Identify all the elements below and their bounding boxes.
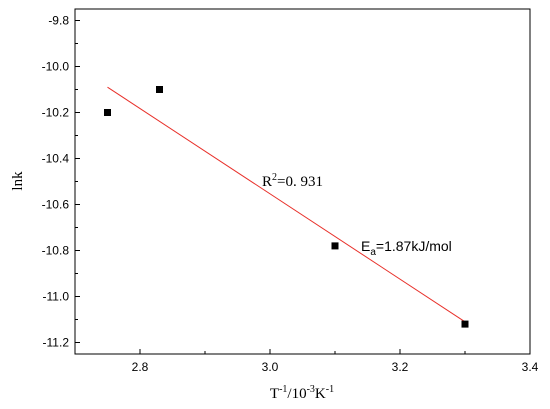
y-tick-label: -11.2 [43,336,70,350]
y-tick-label: -9.8 [48,14,69,28]
r2-annotation: R2=0. 931 [262,172,323,190]
x-axis-label: T-1/10-3K-1 [270,384,334,402]
y-tick-label: -11.0 [43,290,70,304]
y-axis-label: lnk [10,171,26,191]
regression-fit-line [107,86,466,323]
x-tick-label: 3.0 [262,360,279,374]
y-tick-label: -10.8 [42,244,70,258]
x-tick-label: 3.4 [522,360,539,374]
data-point [461,320,469,328]
data-point [156,86,163,93]
data-points [104,86,469,328]
y-tick-label: -10.6 [42,198,70,212]
data-point [104,109,111,116]
x-tick-label: 2.8 [132,360,149,374]
y-axis-ticks: -9.8 -10.0 -10.2 -10.4 -10.6 -10.8 -11.0 -11.2 [42,14,80,350]
y-tick-label: -10.0 [42,60,70,74]
x-tick-label: 3.2 [392,360,409,374]
x-axis-ticks: 2.8 3.0 3.2 3.4 [74,349,539,374]
y-tick-label: -10.4 [42,152,70,166]
activation-energy-annotation: Ea=1.87kJ/mol [361,238,452,258]
y-tick-label: -10.2 [42,106,70,120]
data-point [331,242,339,250]
